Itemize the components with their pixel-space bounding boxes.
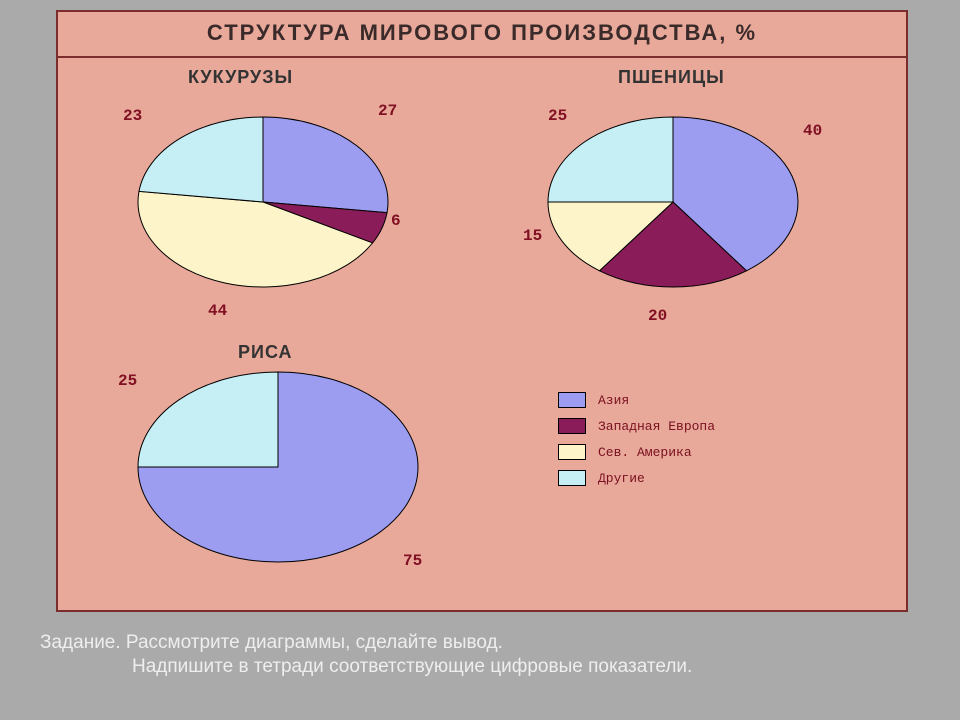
legend-row: Другие xyxy=(558,470,715,486)
data-label: 6 xyxy=(391,212,401,230)
pie-slice-corn xyxy=(263,117,388,213)
task-line-2: Надпишите в тетради соответствующие цифр… xyxy=(40,656,920,678)
task-line-1: Задание. Рассмотрите диаграммы, сделайте… xyxy=(40,632,920,654)
legend-swatch xyxy=(558,392,586,408)
legend-label: Западная Европа xyxy=(598,419,715,434)
legend: Азия Западная Европа Сев. Америка Другие xyxy=(558,392,715,496)
data-label: 20 xyxy=(648,307,667,325)
data-label: 15 xyxy=(523,227,542,245)
legend-label: Другие xyxy=(598,471,645,486)
legend-swatch xyxy=(558,444,586,460)
legend-swatch xyxy=(558,418,586,434)
legend-label: Азия xyxy=(598,393,629,408)
pie-slice-corn xyxy=(139,117,263,202)
data-label: 25 xyxy=(118,372,137,390)
legend-label: Сев. Америка xyxy=(598,445,692,460)
data-label: 25 xyxy=(548,107,567,125)
data-label: 23 xyxy=(123,107,142,125)
pie-charts-svg xyxy=(58,12,906,610)
task-text: Задание. Рассмотрите диаграммы, сделайте… xyxy=(40,630,920,680)
data-label: 75 xyxy=(403,552,422,570)
pie-slice-rice xyxy=(138,372,278,467)
legend-row: Азия xyxy=(558,392,715,408)
data-label: 40 xyxy=(803,122,822,140)
data-label: 27 xyxy=(378,102,397,120)
pie-slice-wheat xyxy=(548,117,673,202)
data-label: 44 xyxy=(208,302,227,320)
chart-panel: СТРУКТУРА МИРОВОГО ПРОИЗВОДСТВА, % КУКУР… xyxy=(56,10,908,612)
legend-row: Западная Европа xyxy=(558,418,715,434)
slide: СТРУКТУРА МИРОВОГО ПРОИЗВОДСТВА, % КУКУР… xyxy=(0,0,960,720)
legend-swatch xyxy=(558,470,586,486)
legend-row: Сев. Америка xyxy=(558,444,715,460)
